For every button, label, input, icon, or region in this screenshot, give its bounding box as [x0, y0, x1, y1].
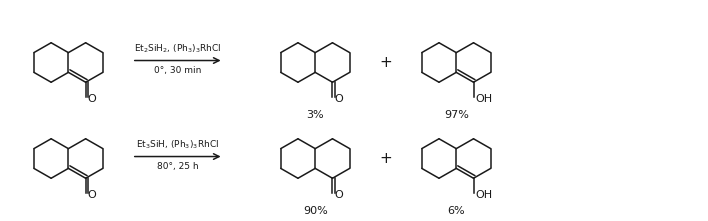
Text: 90%: 90%: [303, 206, 328, 216]
Text: +: +: [379, 151, 392, 166]
Text: O: O: [334, 94, 343, 104]
Text: O: O: [334, 190, 343, 200]
Text: 0°, 30 min: 0°, 30 min: [154, 67, 201, 75]
Text: 80°, 25 h: 80°, 25 h: [157, 162, 198, 171]
Text: O: O: [88, 94, 96, 104]
Text: O: O: [88, 190, 96, 200]
Text: OH: OH: [476, 94, 493, 104]
Text: Et$_2$SiH$_2$, (Ph$_3$)$_3$RhCl: Et$_2$SiH$_2$, (Ph$_3$)$_3$RhCl: [134, 42, 222, 55]
Text: OH: OH: [476, 190, 493, 200]
Text: 97%: 97%: [444, 110, 469, 120]
Text: 6%: 6%: [447, 206, 465, 216]
Text: Et$_3$SiH, (Ph$_3$)$_3$RhCl: Et$_3$SiH, (Ph$_3$)$_3$RhCl: [136, 138, 219, 151]
Text: 3%: 3%: [307, 110, 324, 120]
Text: +: +: [379, 55, 392, 70]
